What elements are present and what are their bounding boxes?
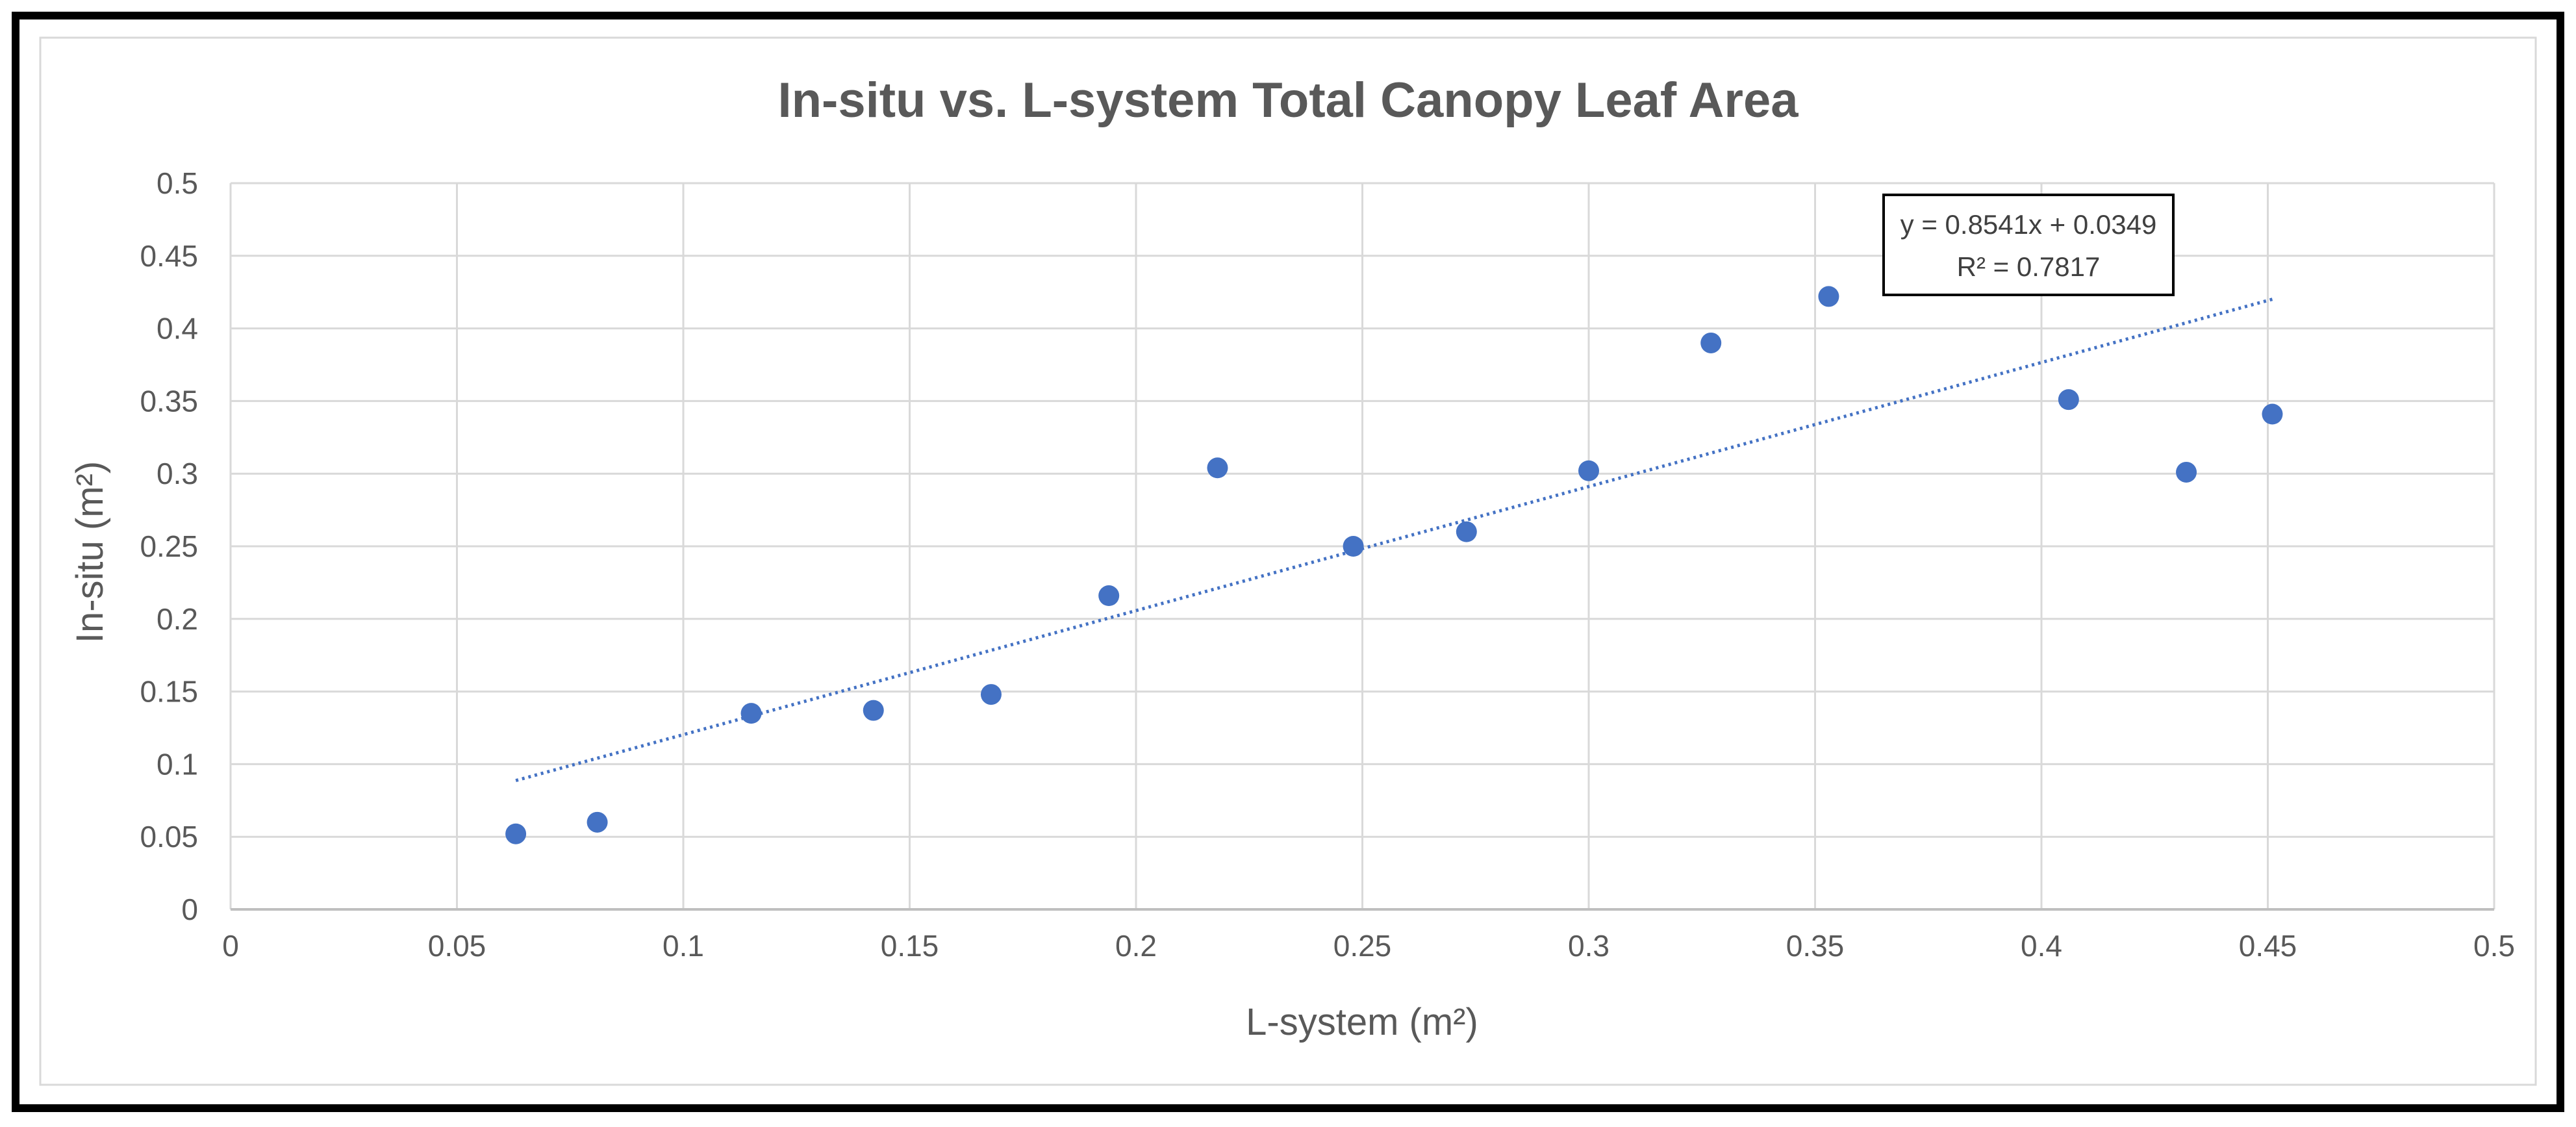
x-tick-label: 0.4 — [2021, 929, 2062, 963]
data-point — [980, 684, 1002, 705]
y-tick-labels: 0 0.05 0.1 0.15 0.2 0.25 0.3 0.35 0.4 0.45 0.5 — [140, 166, 198, 926]
y-tick-label: 0.35 — [140, 384, 198, 418]
y-tick-label: 0.3 — [157, 457, 198, 490]
data-point — [1343, 536, 1364, 557]
data-point — [587, 811, 608, 833]
data-point — [2176, 461, 2197, 483]
data-point — [1700, 332, 1722, 353]
x-axis-label: L-system (m²) — [1246, 1001, 1478, 1043]
data-point — [2262, 403, 2283, 425]
equation-box-border — [1882, 194, 2175, 296]
data-point — [1818, 286, 1839, 307]
y-tick-label: 0.4 — [157, 312, 198, 346]
y-tick-label: 0.15 — [140, 675, 198, 709]
x-tick-label: 0 — [222, 929, 239, 963]
x-tick-label: 0.2 — [1115, 929, 1157, 963]
data-point — [740, 703, 762, 724]
data-point — [1098, 585, 1120, 607]
y-tick-label: 0.1 — [157, 747, 198, 781]
x-tick-labels: 0 0.05 0.1 0.15 0.2 0.25 0.3 0.35 0.4 0.45 0.5 — [222, 929, 2515, 963]
chart-title: In-situ vs. L-system Total Canopy Leaf A… — [777, 73, 1799, 128]
trendline-group — [515, 298, 2273, 783]
y-tick-label: 0.05 — [140, 820, 198, 854]
equation-box: y = 0.8541x + 0.0349 R² = 0.7817 — [1882, 194, 2175, 296]
x-tick-label: 0.35 — [1786, 929, 1845, 963]
x-tick-label: 0.05 — [428, 929, 486, 963]
outer-border — [12, 12, 2564, 1112]
trendline-equation: y = 0.8541x + 0.0349 — [1900, 209, 2157, 240]
y-tick-label: 0 — [181, 893, 198, 926]
x-tick-label: 0.25 — [1333, 929, 1392, 963]
r-squared-label: R² = 0.7817 — [1957, 251, 2101, 282]
data-point — [863, 700, 884, 721]
data-points — [505, 286, 2283, 844]
data-point — [2058, 389, 2079, 411]
trendline — [515, 298, 2273, 783]
y-tick-label: 0.5 — [157, 166, 198, 200]
data-point — [1207, 457, 1228, 479]
data-point — [505, 823, 527, 844]
y-tick-label: 0.25 — [140, 529, 198, 563]
x-tick-label: 0.3 — [1568, 929, 1610, 963]
data-point — [1578, 460, 1599, 481]
y-tick-label: 0.2 — [157, 602, 198, 636]
chart-area-border — [39, 36, 2537, 1086]
y-axis-label: In-situ (m²) — [69, 461, 111, 643]
data-point — [1456, 521, 1477, 542]
x-tick-label: 0.15 — [881, 929, 939, 963]
x-tick-label: 0.1 — [663, 929, 704, 963]
x-tick-label: 0.45 — [2239, 929, 2297, 963]
x-tick-label: 0.5 — [2473, 929, 2515, 963]
y-tick-label: 0.45 — [140, 239, 198, 273]
